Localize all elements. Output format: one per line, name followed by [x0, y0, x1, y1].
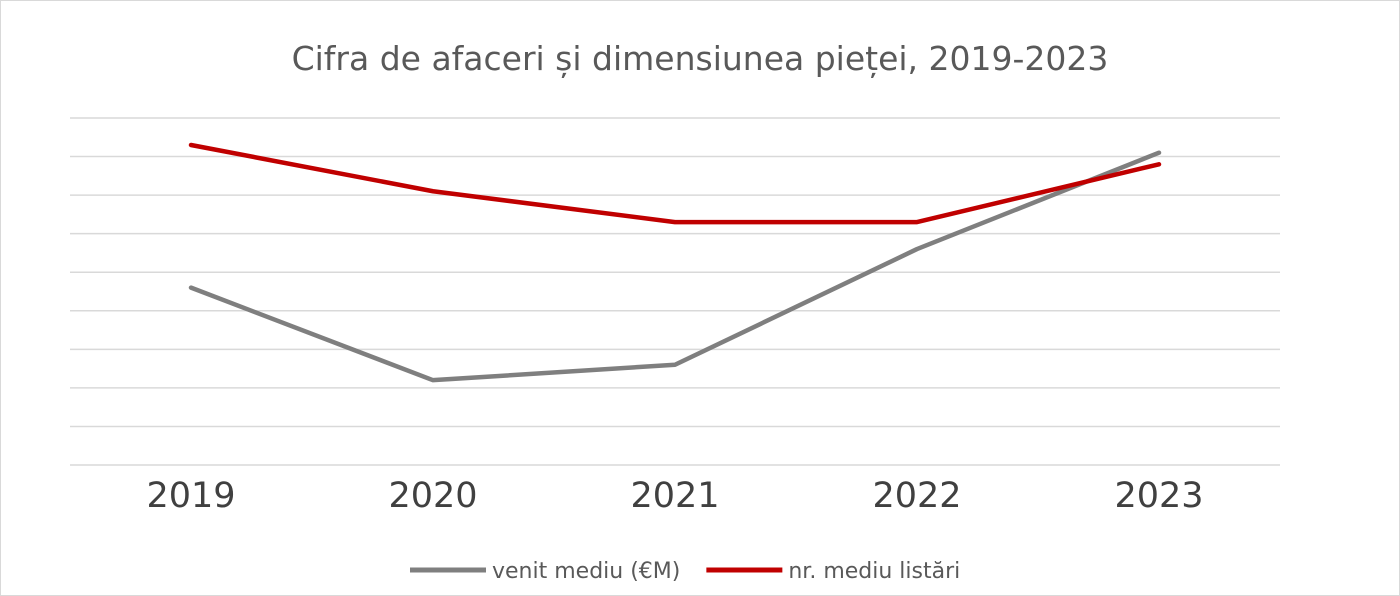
gridlines [70, 117, 1280, 466]
x-tick-label: 2021 [630, 476, 719, 516]
chart-title: Cifra de afaceri și dimensiunea pieței, … [292, 39, 1109, 79]
series-line [188, 150, 1162, 383]
series-line [188, 142, 1162, 225]
x-tick-labels: 2019 2020 2021 2022 2023 [146, 476, 1203, 516]
x-tick-label: 2020 [388, 476, 477, 516]
legend-label: nr. mediu listări [788, 559, 960, 584]
legend: venit mediu (€M) nr. mediu listări [410, 559, 960, 584]
x-tick-label: 2023 [1114, 476, 1203, 516]
legend-label: venit mediu (€M) [492, 559, 680, 584]
x-tick-label: 2022 [872, 476, 961, 516]
x-tick-label: 2019 [146, 476, 235, 516]
series-lines [188, 142, 1162, 383]
